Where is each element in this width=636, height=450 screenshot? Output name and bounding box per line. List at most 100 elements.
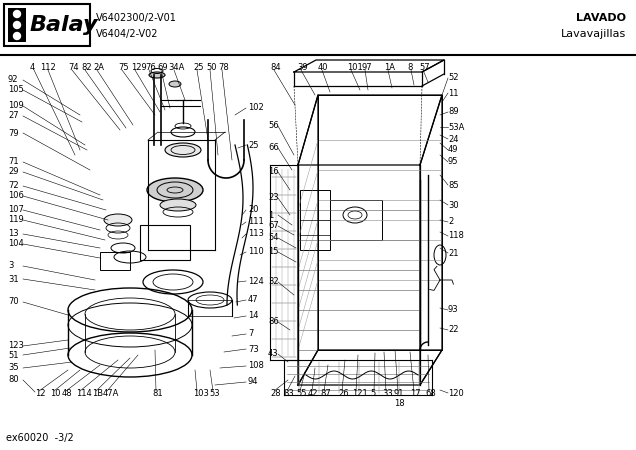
Bar	[100, 252, 130, 270]
Text: 33: 33	[382, 388, 393, 397]
Text: 40: 40	[318, 63, 329, 72]
Text: 81: 81	[152, 388, 163, 397]
Text: 119: 119	[8, 216, 24, 225]
Text: 1B: 1B	[92, 388, 103, 397]
Text: 104: 104	[8, 239, 24, 248]
Text: 120: 120	[448, 388, 464, 397]
Text: Balay: Balay	[30, 15, 99, 35]
Text: 114: 114	[76, 388, 92, 397]
Text: 43: 43	[268, 350, 279, 359]
Text: 30: 30	[448, 201, 459, 210]
Text: 101: 101	[347, 63, 363, 72]
Text: 67: 67	[268, 221, 279, 230]
Text: 10: 10	[50, 388, 60, 397]
Text: 79: 79	[8, 129, 18, 138]
Text: 70: 70	[8, 297, 18, 306]
Text: 34A: 34A	[168, 63, 184, 72]
Text: 2A: 2A	[93, 63, 104, 72]
Text: 95: 95	[448, 158, 459, 166]
Text: 84: 84	[270, 63, 280, 72]
Circle shape	[13, 10, 20, 18]
Text: 17: 17	[410, 388, 420, 397]
Text: 14: 14	[248, 311, 258, 320]
Text: 49: 49	[448, 145, 459, 154]
Ellipse shape	[104, 214, 132, 226]
Ellipse shape	[147, 178, 203, 202]
Bar	[4, 4, 90, 46]
Text: 91: 91	[394, 388, 404, 397]
Text: 71: 71	[8, 158, 18, 166]
Text: 53A: 53A	[448, 122, 464, 131]
Text: Lavavajillas: Lavavajillas	[561, 29, 626, 39]
Text: 11: 11	[448, 89, 459, 98]
Text: 85: 85	[448, 180, 459, 189]
Text: 47A: 47A	[103, 388, 120, 397]
Text: 27: 27	[8, 112, 18, 121]
Text: 35: 35	[8, 364, 18, 373]
Text: 106: 106	[8, 192, 24, 201]
Text: 53: 53	[209, 388, 219, 397]
Text: 51: 51	[8, 351, 18, 360]
Text: 50: 50	[206, 63, 216, 72]
Text: 89: 89	[448, 108, 459, 117]
Text: 110: 110	[248, 248, 264, 256]
Text: 29: 29	[8, 167, 18, 176]
Ellipse shape	[149, 72, 165, 78]
Text: 13: 13	[8, 230, 18, 238]
Text: 4: 4	[30, 63, 35, 72]
Text: 73: 73	[248, 345, 259, 354]
Text: V6404/2-V02: V6404/2-V02	[96, 29, 158, 39]
Text: ex60020  -3/2: ex60020 -3/2	[6, 433, 74, 443]
Text: 26: 26	[338, 388, 349, 397]
Text: 75: 75	[118, 63, 128, 72]
Text: 57: 57	[419, 63, 430, 72]
Text: 15: 15	[268, 248, 279, 256]
Bar	[330, 200, 382, 240]
Text: LAVADO: LAVADO	[576, 13, 626, 23]
Text: 68: 68	[425, 388, 436, 397]
Text: 18: 18	[394, 399, 404, 408]
Text: 7: 7	[248, 329, 253, 338]
Text: 5: 5	[370, 388, 375, 397]
Text: 109: 109	[8, 102, 24, 111]
Text: 105: 105	[8, 86, 24, 94]
Text: 92: 92	[8, 76, 18, 85]
Text: 118: 118	[448, 231, 464, 240]
Text: 94: 94	[248, 378, 258, 387]
Text: 48: 48	[62, 388, 73, 397]
Ellipse shape	[169, 81, 181, 87]
Text: 56: 56	[268, 122, 279, 130]
Text: 72: 72	[8, 181, 18, 190]
Text: 25: 25	[193, 63, 204, 72]
Text: 82: 82	[81, 63, 92, 72]
Text: 76: 76	[145, 63, 156, 72]
Text: 108: 108	[248, 361, 264, 370]
Bar	[300, 190, 330, 250]
Text: 112: 112	[40, 63, 56, 72]
Text: 1A: 1A	[384, 63, 395, 72]
Text: 23: 23	[268, 194, 279, 202]
Text: 83: 83	[283, 388, 294, 397]
Circle shape	[13, 22, 20, 28]
Text: 86: 86	[268, 318, 279, 327]
Text: 87: 87	[320, 388, 331, 397]
Text: 22: 22	[448, 325, 459, 334]
Text: 47: 47	[248, 296, 259, 305]
Text: 54: 54	[268, 234, 279, 243]
Text: 78: 78	[218, 63, 229, 72]
Text: 111: 111	[248, 217, 264, 226]
Text: 39: 39	[297, 63, 308, 72]
Text: 113: 113	[248, 230, 264, 238]
Text: 28: 28	[270, 388, 280, 397]
Text: 103: 103	[193, 388, 209, 397]
Circle shape	[13, 32, 20, 40]
Ellipse shape	[165, 143, 201, 157]
Text: 3: 3	[8, 261, 13, 270]
Text: 107: 107	[8, 206, 24, 215]
Text: 93: 93	[448, 306, 459, 315]
Text: 24: 24	[448, 135, 459, 144]
Text: 124: 124	[248, 276, 264, 285]
Text: 80: 80	[8, 375, 18, 384]
Text: 8: 8	[407, 63, 412, 72]
Text: 102: 102	[248, 104, 264, 112]
